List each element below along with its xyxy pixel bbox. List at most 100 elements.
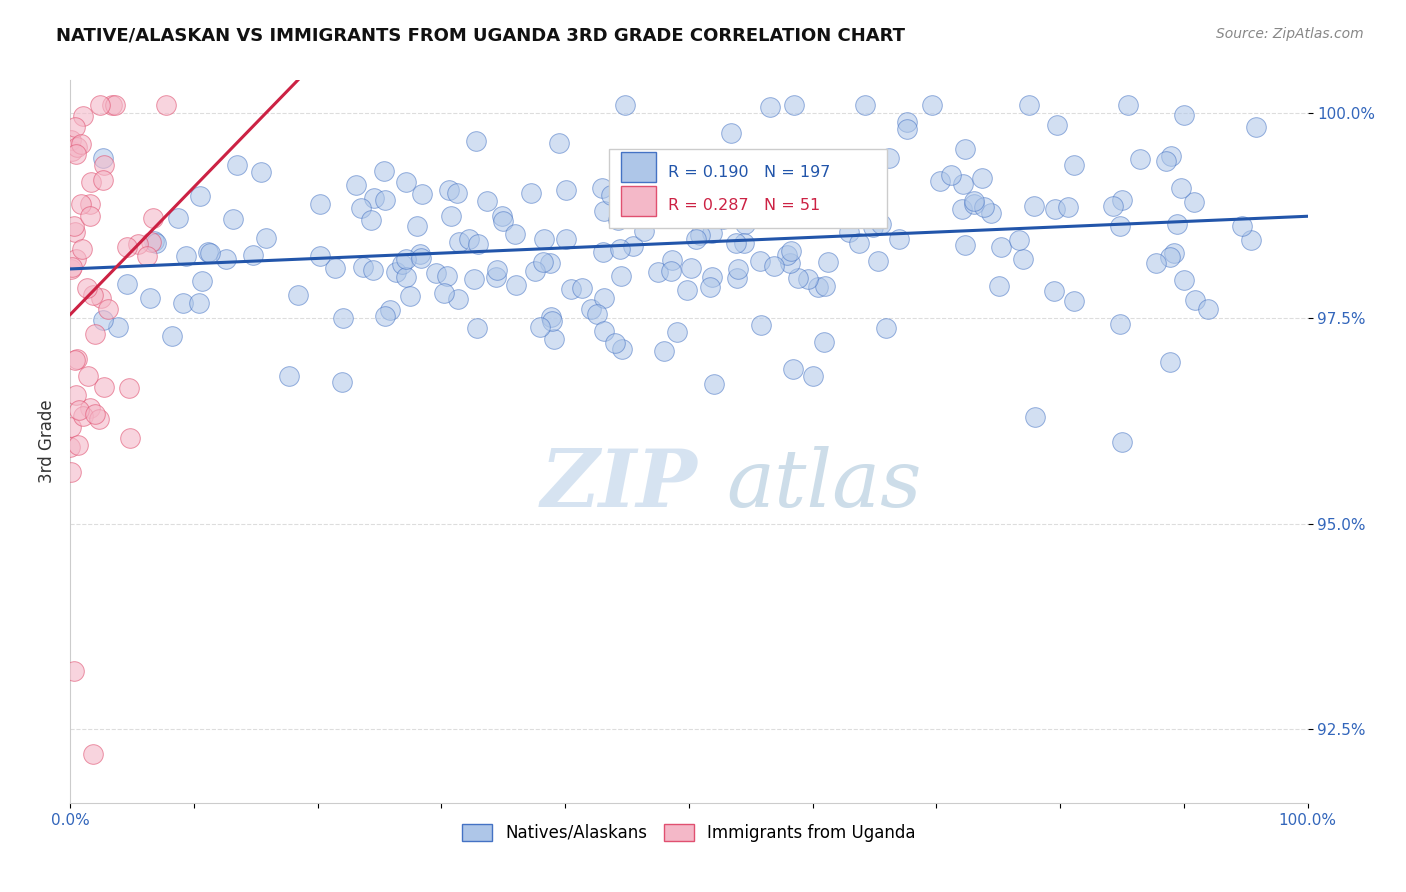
Point xyxy=(1116,98,1139,112)
Point xyxy=(1170,181,1192,195)
Point xyxy=(921,98,943,112)
Point xyxy=(60,420,83,434)
Point xyxy=(652,344,675,359)
Point xyxy=(875,321,897,335)
Point xyxy=(60,260,83,274)
Point xyxy=(65,147,87,161)
Point xyxy=(352,260,374,274)
Point xyxy=(1057,200,1080,214)
Point xyxy=(783,98,806,112)
Point xyxy=(408,246,430,260)
Point xyxy=(485,262,508,277)
Point xyxy=(226,158,249,172)
Point xyxy=(835,179,858,194)
Point xyxy=(287,288,309,302)
Point xyxy=(603,336,626,351)
Point xyxy=(610,268,633,283)
Point xyxy=(734,217,756,231)
Point xyxy=(1144,256,1167,270)
Point xyxy=(115,240,138,254)
Point xyxy=(115,277,138,292)
Point xyxy=(83,326,105,341)
Point xyxy=(520,186,543,201)
Point xyxy=(817,254,839,268)
Point xyxy=(242,248,264,262)
Point xyxy=(540,310,562,324)
Point xyxy=(167,211,190,225)
Point xyxy=(82,288,104,302)
Point xyxy=(63,225,86,239)
Point xyxy=(838,225,860,239)
Point xyxy=(139,235,162,249)
Point xyxy=(104,98,127,112)
Point xyxy=(727,176,749,190)
Point xyxy=(215,252,238,266)
Text: atlas: atlas xyxy=(725,446,921,524)
Point xyxy=(928,173,950,187)
Point xyxy=(93,313,115,327)
Point xyxy=(547,136,569,150)
Point xyxy=(801,368,824,383)
Point xyxy=(780,244,803,258)
Point xyxy=(623,239,645,253)
Point xyxy=(118,381,141,395)
Point xyxy=(848,236,870,251)
Point xyxy=(1230,219,1253,234)
Point xyxy=(79,401,101,416)
Point xyxy=(628,202,651,216)
Point xyxy=(939,168,962,182)
Point xyxy=(714,161,737,175)
Point xyxy=(361,263,384,277)
Point xyxy=(484,269,506,284)
Point xyxy=(411,187,433,202)
Point xyxy=(1022,199,1045,213)
Point xyxy=(373,164,395,178)
Point xyxy=(953,142,976,156)
Point xyxy=(782,362,804,376)
Point xyxy=(89,98,111,112)
Point xyxy=(65,352,87,367)
Point xyxy=(533,232,555,246)
Point xyxy=(689,228,711,243)
Point xyxy=(720,126,742,140)
Point xyxy=(1244,120,1267,134)
Point xyxy=(813,174,835,188)
Point xyxy=(1008,233,1031,247)
Point xyxy=(349,201,371,215)
Point xyxy=(1024,409,1046,424)
Point xyxy=(1159,355,1181,369)
Point xyxy=(139,291,162,305)
Point xyxy=(330,375,353,389)
Point xyxy=(411,251,433,265)
FancyBboxPatch shape xyxy=(609,149,887,228)
Point xyxy=(172,296,194,310)
Point xyxy=(610,342,633,356)
Point xyxy=(155,98,177,112)
Point xyxy=(394,252,416,267)
Point xyxy=(866,254,889,268)
Point xyxy=(436,268,458,283)
Point xyxy=(762,260,785,274)
Point xyxy=(62,665,84,679)
Point xyxy=(72,409,94,424)
Point xyxy=(727,261,749,276)
Point xyxy=(60,144,83,158)
Point xyxy=(733,235,755,250)
Point xyxy=(77,368,100,383)
Point xyxy=(853,98,876,112)
Point xyxy=(344,178,367,192)
Point xyxy=(543,332,565,346)
Point xyxy=(1111,194,1133,208)
Point xyxy=(541,314,564,328)
Point xyxy=(100,98,122,112)
Point xyxy=(807,279,830,293)
Point xyxy=(463,271,485,285)
Point xyxy=(560,282,582,296)
Y-axis label: 3rd Grade: 3rd Grade xyxy=(38,400,56,483)
Point xyxy=(475,194,498,209)
Point xyxy=(973,200,995,214)
Point xyxy=(1197,302,1219,317)
Point xyxy=(1173,273,1195,287)
Point xyxy=(1154,153,1177,168)
Point xyxy=(1063,158,1085,172)
